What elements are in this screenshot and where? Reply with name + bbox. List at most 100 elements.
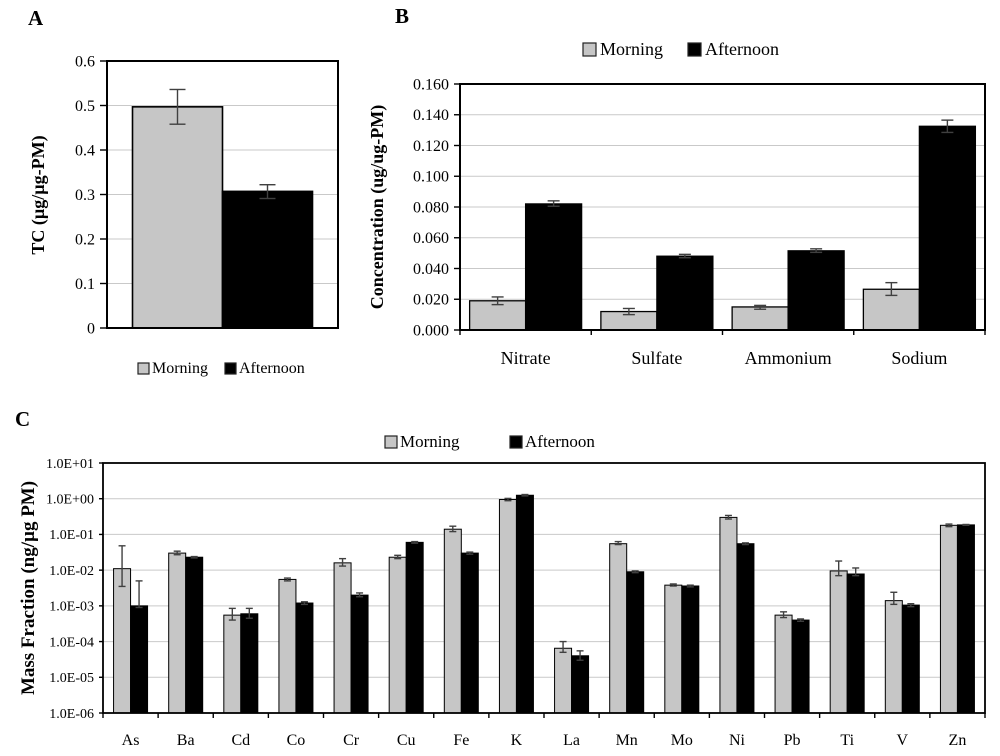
- legend-item-afternoon: Afternoon: [509, 432, 595, 451]
- error-bar-afternoon-Ni: [741, 542, 749, 546]
- bar-morning-A: [131, 106, 224, 329]
- error-bar-morning-Sodium: [885, 281, 898, 297]
- error-bar-afternoon-Ammonium: [810, 248, 823, 254]
- error-bar-morning-Mn: [614, 540, 622, 546]
- bar-afternoon-Zn: [956, 524, 975, 714]
- y-axis-title: Concentration (ug/ug-PM): [370, 105, 388, 309]
- error-bar-morning-Sulfate: [622, 307, 635, 316]
- x-category-label: Zn: [949, 732, 967, 749]
- error-bar-afternoon-Ti: [852, 567, 860, 577]
- error-bar-afternoon-Sodium: [941, 119, 954, 134]
- bar-morning-Cr: [333, 562, 352, 714]
- y-tick-label: 0.160: [413, 76, 449, 93]
- panel-b-label: B: [395, 4, 410, 28]
- legend-swatch-morning: [137, 362, 150, 375]
- legend-item-morning: Morning: [384, 432, 460, 451]
- bar-afternoon-Fe: [460, 552, 479, 714]
- bar-morning-Cu: [388, 556, 407, 714]
- legend-label: Morning: [600, 39, 663, 59]
- legend-item-afternoon: Afternoon: [687, 39, 779, 59]
- legend-item-morning: Morning: [137, 360, 208, 377]
- error-bar-afternoon-V: [907, 602, 915, 608]
- bar-morning-Ti: [829, 570, 848, 714]
- error-bar-afternoon-Nitrate: [547, 200, 560, 207]
- bar-morning-K: [498, 499, 517, 714]
- bar-afternoon-Sodium: [918, 125, 977, 331]
- x-category-label: Pb: [784, 732, 801, 749]
- bar-afternoon-Sulfate: [656, 255, 714, 331]
- legend-swatch-afternoon: [687, 42, 702, 57]
- y-tick-label: 0.2: [75, 231, 95, 248]
- y-tick-label: 1.0E-03: [49, 600, 94, 615]
- x-category-label: Nitrate: [501, 348, 551, 368]
- panel-a-label: A: [28, 6, 44, 30]
- error-bar-afternoon-Mo: [686, 584, 694, 588]
- x-category-label: Sulfate: [631, 348, 682, 368]
- x-category-label: La: [563, 732, 580, 749]
- y-tick-label: 1.0E+01: [46, 457, 94, 472]
- y-tick-label: 0.4: [75, 142, 95, 159]
- legend-label: Afternoon: [705, 39, 779, 59]
- bar-afternoon-Mo: [681, 585, 700, 714]
- error-bar-afternoon-Sulfate: [678, 253, 691, 259]
- error-bar-morning-Mo: [669, 583, 677, 587]
- error-bar-afternoon-Ba: [190, 555, 198, 559]
- error-bar-morning-Nitrate: [491, 296, 504, 306]
- error-bar-afternoon-Pb: [797, 618, 805, 622]
- x-category-label: Cr: [343, 732, 360, 749]
- legend-swatch-morning: [384, 435, 398, 449]
- bar-afternoon-Nitrate: [524, 203, 583, 331]
- error-bar-afternoon-K: [521, 493, 529, 497]
- error-bar-morning-Ammonium: [754, 304, 767, 310]
- y-tick-label: 0: [87, 320, 95, 337]
- y-tick-label: 0.080: [413, 199, 449, 216]
- y-tick-label: 0.140: [413, 107, 449, 124]
- error-bar-afternoon-Mn: [631, 570, 639, 574]
- error-bar-afternoon-Fe: [466, 551, 474, 555]
- y-axis-title: TC (µg/µg-PM): [28, 135, 49, 254]
- error-bar-afternoon-Zn: [962, 523, 970, 527]
- bar-afternoon-Ammonium: [787, 250, 845, 331]
- x-category-label: Fe: [453, 732, 469, 749]
- error-bar-afternoon-Cd: [245, 607, 253, 619]
- bar-afternoon-Ba: [185, 556, 204, 714]
- x-category-label: K: [511, 732, 523, 749]
- x-category-label: Mo: [671, 732, 693, 749]
- bar-afternoon-As: [130, 605, 149, 714]
- error-bar-morning-Ti: [835, 560, 843, 577]
- y-tick-label: 1.0E-05: [49, 671, 94, 686]
- y-axis-title: Mass Fraction (ng/µg PM): [18, 481, 39, 695]
- y-tick-label: 0.1: [75, 276, 95, 293]
- bar-afternoon-Cu: [405, 541, 424, 714]
- y-tick-label: 1.0E-02: [49, 564, 94, 579]
- error-bar-morning-V: [890, 591, 898, 606]
- error-bar-morning-Cu: [394, 554, 402, 560]
- x-category-label: Ti: [840, 732, 854, 749]
- chart-b-ion-concentration: 0.000 0.020 0.040 0.060 0.080 0.100 0.120 0.140…: [370, 39, 986, 368]
- y-tick-label: 1.0E-04: [49, 635, 94, 650]
- bar-afternoon-La: [571, 655, 590, 714]
- bar-morning-Mo: [664, 584, 683, 714]
- x-category-label: Ni: [729, 732, 746, 749]
- bar-morning-Ni: [719, 516, 738, 714]
- x-category-label: Sodium: [891, 348, 947, 368]
- bar-afternoon-K: [515, 494, 534, 714]
- legend-label: Afternoon: [239, 360, 305, 377]
- y-tick-label: 0.5: [75, 98, 95, 115]
- chart-c-trace-element-mass-fraction: 1.0E-06 1.0E-05 1.0E-04 1.0E-03 1.0E-02 1.0E-…: [18, 432, 986, 749]
- bar-morning-Mn: [609, 543, 628, 714]
- y-tick-label: 1.0E+00: [46, 492, 94, 507]
- legend-swatch-morning: [582, 42, 597, 57]
- legend-label: Afternoon: [525, 432, 595, 451]
- error-bar-afternoon-Cr: [356, 592, 364, 598]
- error-bar-afternoon-As: [135, 580, 143, 609]
- bar-morning-La: [554, 647, 573, 714]
- error-bar-morning-Fe: [449, 525, 457, 533]
- legend-item-morning: Morning: [582, 39, 663, 59]
- error-bar-morning-K: [504, 497, 512, 502]
- bar-afternoon-V: [901, 604, 920, 714]
- bar-morning-As: [113, 568, 132, 714]
- bar-morning-Zn: [939, 524, 958, 714]
- bar-afternoon-A: [221, 190, 314, 329]
- error-bar-morning-Ni: [724, 514, 732, 520]
